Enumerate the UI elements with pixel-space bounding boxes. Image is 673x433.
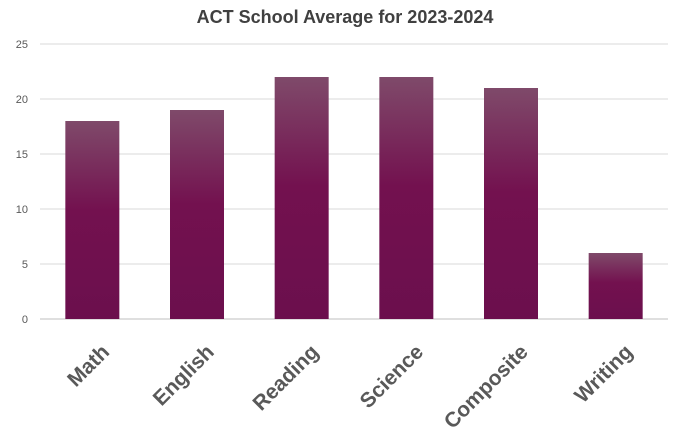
bar-reading (274, 77, 329, 319)
x-tick-label: Reading (249, 340, 324, 415)
x-tick-label: Composite (440, 340, 533, 433)
bar-english (170, 110, 224, 319)
bar-science (379, 77, 434, 319)
chart-title: ACT School Average for 2023-2024 (197, 7, 494, 27)
gridlines (40, 43, 668, 320)
x-axis-ticks: Math English Reading Science Composite Writin… (63, 340, 637, 433)
bar-composite (484, 88, 538, 319)
y-tick-label: 0 (22, 314, 28, 326)
x-tick-label: Writing (570, 340, 637, 407)
y-tick-label: 10 (16, 204, 28, 216)
x-tick-label: English (149, 340, 219, 410)
y-tick-label: 15 (16, 149, 28, 161)
y-axis-ticks: 0 5 10 15 20 25 (16, 39, 28, 326)
bar-math (65, 121, 120, 319)
bars (65, 77, 643, 319)
y-tick-label: 25 (16, 39, 28, 51)
x-tick-label: Math (63, 340, 114, 391)
y-tick-label: 5 (22, 259, 28, 271)
y-tick-label: 20 (16, 94, 28, 106)
x-tick-label: Science (356, 340, 428, 412)
bar-writing (588, 253, 643, 319)
